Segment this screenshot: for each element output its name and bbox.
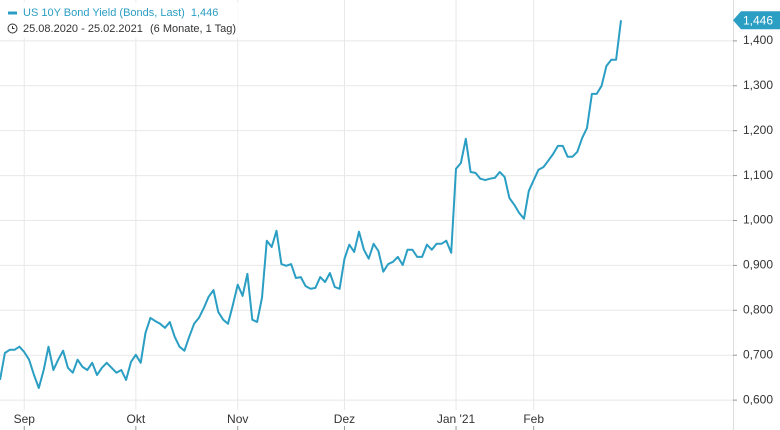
x-tick-label: Feb [523,412,544,426]
y-tick-label: 1,100 [743,168,773,182]
clock-hands [12,26,15,29]
y-tick-label: 1,000 [743,213,773,227]
legend-label: US 10Y Bond Yield (Bonds, Last) [23,7,185,19]
y-tick-label: 1,200 [743,123,773,137]
x-tick-label: Nov [227,412,248,426]
x-tick-label: Okt [127,412,146,426]
y-tick-label: 0,800 [743,302,773,316]
y-tick-label: 0,700 [743,347,773,361]
legend-value: 1,446 [191,7,219,19]
x-tick-label: Jan '21 [437,412,476,426]
y-tick-label: 0,900 [743,258,773,272]
last-value-label: 1,446 [743,13,773,27]
last-value-badge [733,11,780,30]
y-tick-label: 0,600 [743,392,773,406]
clock-icon [7,23,18,34]
x-tick-label: Dez [334,412,355,426]
grid [0,0,733,410]
y-tick-label: 1,300 [743,78,773,92]
plot [0,20,622,389]
period: 25.08.2020 - 25.02.2021 [23,23,143,35]
header-bg [0,2,240,38]
x-tick-label: Sep [14,412,36,426]
period-note: (6 Monate, 1 Tag) [150,23,236,35]
series-line [0,20,622,389]
y-tick-label: 1,400 [743,33,773,47]
